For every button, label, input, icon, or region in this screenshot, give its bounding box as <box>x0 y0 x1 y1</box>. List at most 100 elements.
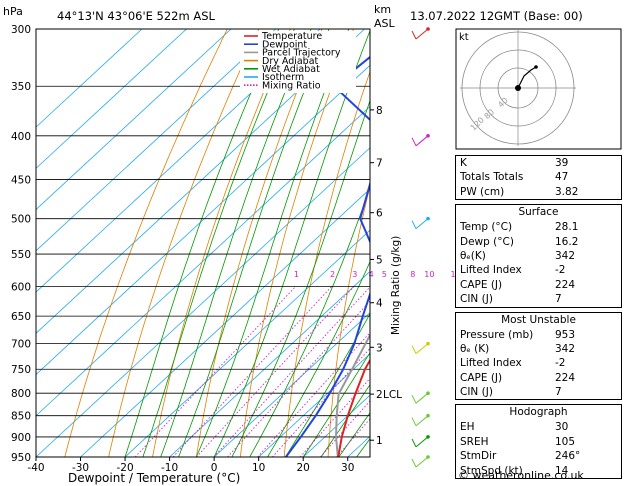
index-value: 28.1 <box>555 221 579 234</box>
dry-adiabat-line <box>64 29 228 457</box>
dry-adiabat-line <box>327 184 370 457</box>
km-tick-label: 5 <box>376 254 383 266</box>
hodograph-kt-label: kt <box>459 32 469 43</box>
index-label: CIN (J) <box>460 386 493 399</box>
index-row: θₑ (K) 342 <box>456 342 621 356</box>
wind-barb-staff <box>415 392 429 404</box>
index-row: Totals Totals 47 <box>456 170 621 184</box>
temp-tick-label: -30 <box>72 462 89 474</box>
index-row: StmSpd (kt) 14 <box>456 464 621 478</box>
index-value: -2 <box>555 264 566 277</box>
isotherm-line <box>36 105 370 417</box>
legend-entry: Mixing Ratio <box>262 80 321 91</box>
wind-barb-flag <box>411 394 417 404</box>
isotherm-line <box>258 353 370 457</box>
index-label: EH <box>460 421 475 434</box>
pressure-tick-label: 850 <box>11 411 31 423</box>
dry-adiabat-line <box>196 29 323 457</box>
legend-entry: Dry Adiabat <box>262 56 319 67</box>
wet-adiabat-line <box>124 29 280 457</box>
index-value: 30 <box>555 421 569 434</box>
index-value: 342 <box>555 249 576 262</box>
mixing-ratio-line <box>134 286 297 457</box>
hpa-label: hPa <box>3 5 23 18</box>
temp-tick-label: -40 <box>27 462 44 474</box>
hodograph-storm-motion <box>515 85 521 91</box>
isotherm-line <box>36 29 143 128</box>
temp-tick-label: 20 <box>297 462 310 474</box>
index-row: SREH 105 <box>456 435 621 449</box>
index-label: Lifted Index <box>460 357 522 370</box>
wind-barb-staff <box>415 135 429 147</box>
general-indices: K 39 Totals Totals 47 PW (cm) 3.82 <box>455 155 622 201</box>
legend-entry: Wet Adiabat <box>262 64 320 75</box>
mixing-ratio-line <box>271 347 370 457</box>
index-label: CAPE (J) <box>460 371 503 384</box>
index-label: StmDir <box>460 450 497 463</box>
dry-adiabat-line <box>152 29 291 457</box>
index-label: CAPE (J) <box>460 278 503 291</box>
temp-tick-label: -20 <box>116 462 133 474</box>
wind-barb-flag <box>411 417 417 426</box>
mixing-ratio-label: 4 <box>369 270 374 279</box>
index-label: Lifted Index <box>460 264 522 277</box>
index-value: 105 <box>555 435 576 448</box>
index-label: PW (cm) <box>460 185 505 198</box>
mixing-ratio-label: 8 <box>410 270 415 279</box>
legend-entry: Dewpoint <box>262 39 307 50</box>
temp-tick-label: 30 <box>341 462 354 474</box>
km-tick-label: 6 <box>376 208 383 220</box>
dewpoint-line <box>284 55 370 457</box>
hodograph-indices: Hodograph EH 30 SREH 105 StmDir 246° StmSpd (k… <box>455 404 622 480</box>
index-row: CAPE (J) 224 <box>456 371 621 385</box>
index-row: EH 30 <box>456 420 621 434</box>
wind-barb-dot <box>426 216 430 221</box>
pressure-tick-label: 600 <box>11 281 31 293</box>
isotherm-line <box>36 29 232 211</box>
index-row: StmDir 246° <box>456 449 621 463</box>
mixing-ratio-label: 1 <box>294 270 299 279</box>
index-label: Pressure (mb) <box>460 328 534 341</box>
asl-label: ASL <box>374 17 396 30</box>
km-tick-label: 3 <box>376 342 383 354</box>
wet-adiabat-line <box>249 185 370 457</box>
legend-box <box>240 31 356 93</box>
isotherm-line <box>36 29 321 293</box>
mixing-ratio-label: 3 <box>352 270 357 279</box>
wind-barb-flag <box>411 30 417 40</box>
mixing-ratio-line <box>172 286 333 457</box>
index-row: CAPE (J) 224 <box>456 278 621 292</box>
sounding-series <box>284 55 370 457</box>
wind-barb-dot <box>426 27 430 31</box>
isotherm-line <box>80 188 370 457</box>
wind-barb-flag <box>411 220 417 229</box>
dry-adiabat-line <box>108 29 260 457</box>
index-row: Lifted Index -2 <box>456 356 621 370</box>
wet-adiabat-line <box>320 383 370 457</box>
mixing-ratio-line <box>196 286 355 457</box>
index-row: Pressure (mb) 953 <box>456 328 621 342</box>
wind-barb-flag <box>411 345 417 354</box>
pressure-tick-label: 450 <box>11 175 31 187</box>
index-label: Totals Totals <box>460 171 524 184</box>
wind-barb-staff <box>415 456 429 468</box>
legend-entry: Parcel Trajectory <box>262 48 341 59</box>
pressure-tick-label: 900 <box>11 432 31 444</box>
wind-barb-staff <box>415 436 429 448</box>
wind-barb-dot <box>426 435 430 439</box>
wet-adiabat-line <box>178 29 330 457</box>
wet-adiabat-line <box>160 29 312 457</box>
km-tick-label: 4 <box>376 298 383 310</box>
temp-tick-label: -10 <box>161 462 178 474</box>
isotherm-line <box>213 312 370 457</box>
index-value: 224 <box>555 371 576 384</box>
index-row: CIN (J) 7 <box>456 385 621 399</box>
isotherm-line <box>36 29 276 252</box>
isotherm-line <box>36 64 370 376</box>
pressure-tick-label: 650 <box>11 311 31 323</box>
mixing-ratio-axis-label: Mixing Ratio (g/kg) <box>390 236 402 335</box>
index-label: K <box>460 157 467 169</box>
pressure-tick-label: 400 <box>11 131 31 143</box>
